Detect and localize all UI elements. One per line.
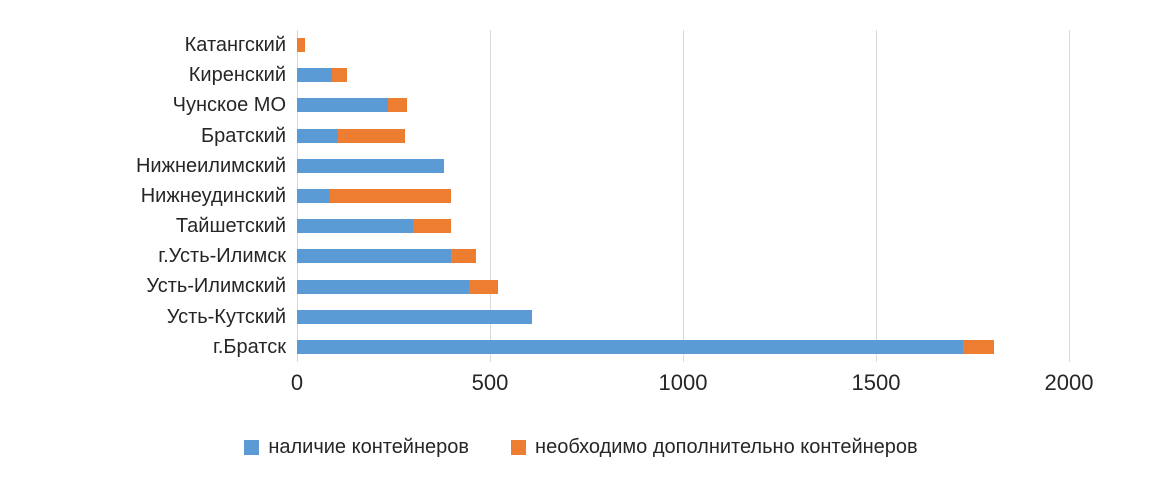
bar-segment-available xyxy=(297,279,469,294)
bar-segment-available xyxy=(297,189,330,203)
bar-segment-needed xyxy=(468,279,498,294)
legend-swatch-blue xyxy=(244,440,260,455)
bar-segment-needed xyxy=(297,38,305,53)
plot-area xyxy=(297,30,1070,362)
bar-segment-needed xyxy=(337,128,406,143)
gridline xyxy=(490,30,491,362)
category-label: Усть-Илимский xyxy=(146,275,286,298)
category-label: Катангский xyxy=(184,34,286,56)
x-tick-label: 500 xyxy=(471,370,509,395)
legend-item-needed: необходимо дополнительно контейнеров xyxy=(511,436,918,459)
bar-segment-needed xyxy=(331,68,348,83)
legend: наличие контейнеров необходимо дополните… xyxy=(0,436,1162,459)
gridline xyxy=(1069,30,1070,362)
bar-segment-needed xyxy=(412,219,452,234)
x-tick-label: 0 xyxy=(290,370,304,395)
bar-segment-available xyxy=(297,339,963,354)
bar-segment-needed xyxy=(451,249,477,264)
bar-segment-available xyxy=(297,98,388,113)
x-tick-label: 1500 xyxy=(851,370,901,395)
legend-item-available: наличие контейнеров xyxy=(244,436,469,459)
gridline xyxy=(876,30,877,362)
bar-segment-available xyxy=(297,68,332,83)
bar-segment-available xyxy=(297,309,533,324)
category-label: г.Братск xyxy=(212,335,286,358)
category-axis: Катангский Киренский Чунское МО Братский Ниж… xyxy=(0,30,286,362)
bar-segment-needed xyxy=(387,98,407,113)
category-label: Тайшетский xyxy=(175,215,286,238)
category-label: Киренский xyxy=(188,64,286,87)
bar-segment-available xyxy=(297,128,338,143)
category-label: Усть-Кутский xyxy=(166,305,286,328)
legend-swatch-orange xyxy=(511,440,527,455)
legend-label-available: наличие контейнеров xyxy=(268,436,470,458)
bar-segment-available xyxy=(297,219,413,234)
category-label: Братский xyxy=(201,124,286,147)
bar-segment-available xyxy=(297,249,452,264)
bar-series xyxy=(297,30,1069,362)
x-axis: 0 500 1000 1500 2000 xyxy=(291,370,1094,400)
category-label: г.Усть-Илимск xyxy=(158,245,286,268)
bar-segment-needed xyxy=(329,189,452,203)
category-label: Нижнеудинский xyxy=(140,184,286,207)
x-tick-label: 2000 xyxy=(1044,370,1094,395)
category-label: Нижнеилимский xyxy=(135,154,286,177)
bar-segment-needed xyxy=(962,339,994,354)
category-label: Чунское МО xyxy=(172,94,286,117)
bar-segment-available xyxy=(297,158,444,173)
gridline xyxy=(683,30,684,362)
x-tick-label: 1000 xyxy=(658,370,708,395)
legend-label-needed: необходимо дополнительно контейнеров xyxy=(535,436,918,458)
